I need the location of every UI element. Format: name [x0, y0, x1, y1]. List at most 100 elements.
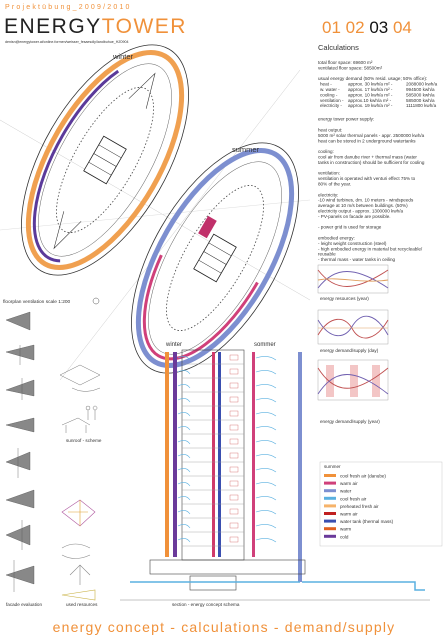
- legend-title: summer: [324, 464, 341, 469]
- calc-line: ventilated floor space: 58500m²: [318, 65, 383, 70]
- legend-label: water: [340, 489, 352, 494]
- facade-sketches: [5, 311, 35, 592]
- air-band: [25, 50, 185, 270]
- airflow-arrow: [255, 384, 277, 389]
- title: ENERGYTOWER: [4, 15, 187, 38]
- inner-ring: [166, 185, 264, 331]
- floorplan: winter summer floorplan ventilation scal…: [0, 44, 311, 381]
- sketch: [61, 499, 96, 527]
- airflow-arrow: [177, 454, 191, 459]
- air-shaft: [298, 352, 302, 582]
- airflow-arrow: [255, 468, 277, 473]
- chart-frame: [317, 359, 389, 401]
- figure: [87, 405, 98, 420]
- airflow-arrow: [177, 398, 191, 403]
- airflow-arrow: [255, 524, 277, 529]
- calc-line: -10 wind turbines, dm. 10 meters - winds…: [318, 198, 414, 203]
- calc-line: electricity output - approx. 1300000 kwh…: [318, 209, 403, 214]
- calc-line: cool air from danube river + thermal mas…: [318, 155, 417, 160]
- air-vent: [229, 396, 239, 403]
- sketch: [5, 520, 31, 550]
- calc-line: - leight weight construction (steel): [318, 241, 387, 246]
- legend-label: warm: [340, 527, 351, 532]
- air-vent: [229, 480, 239, 487]
- calc-line: - PV-panels on facade are possible.: [318, 214, 391, 219]
- air-vent: [229, 522, 239, 529]
- demand-cell: 994500 kwh/a: [406, 87, 435, 92]
- air-shaft: [165, 352, 169, 557]
- calc-line: ventilation is operated with venturi eff…: [318, 176, 416, 181]
- air-vent: [229, 424, 239, 431]
- air-shaft: [212, 352, 215, 557]
- legend-label: cool fresh air (danube): [340, 474, 386, 479]
- course: Projektübung_2009/2010: [5, 4, 132, 11]
- calc-line: 5000 m² solar thermal panels - appr. 250…: [318, 133, 425, 138]
- resources-sketch: [61, 499, 96, 601]
- airflow-arrow: [177, 482, 191, 487]
- section-caption: section - energy concept schema: [172, 602, 240, 607]
- airflow-arrow: [177, 384, 191, 389]
- calc-heading: cooling:: [318, 149, 334, 154]
- mini-charts: energy resources (year) energy demand/su…: [317, 264, 389, 424]
- air-vent: [229, 508, 239, 515]
- airflow-arrow: [255, 370, 277, 375]
- sunroof-sketch: [59, 364, 101, 433]
- air-shaft: [173, 352, 177, 557]
- calc-title: Calculations: [318, 43, 359, 52]
- curve: [317, 271, 389, 289]
- demand-cell: 1111800 kwh/a: [406, 103, 437, 108]
- demand-cell: approx. 17 kwh/a m² -: [348, 87, 393, 92]
- legend-swatch: [324, 512, 336, 515]
- curve: [317, 315, 389, 337]
- legend-swatch: [324, 481, 336, 485]
- curve: [317, 374, 389, 395]
- airflow-arrow: [177, 468, 191, 473]
- sketch-caption: used resources: [66, 602, 98, 607]
- air-vent: [229, 438, 239, 445]
- airflow-arrow: [255, 398, 277, 403]
- calc-line: energy tower power supply:: [318, 117, 374, 122]
- air-band: [142, 155, 288, 361]
- sketch: [5, 560, 35, 592]
- sketch: [61, 543, 91, 559]
- air-vent: [229, 494, 239, 501]
- legend-label: warm air: [340, 481, 358, 486]
- airflow-arrow: [177, 510, 191, 515]
- turbine: [69, 564, 91, 585]
- air-vent: [229, 382, 239, 389]
- section-label: sommer: [254, 342, 276, 348]
- chart-frame: [317, 264, 389, 294]
- section-label: winter: [165, 342, 182, 348]
- calc-line: reusable: [318, 252, 336, 257]
- page-number: 01: [322, 18, 341, 37]
- north-sign: [92, 297, 100, 305]
- airflow-arrow: [177, 370, 191, 375]
- airflow-arrow: [255, 356, 277, 361]
- plan-label: summer: [232, 145, 260, 154]
- mini-chart: [317, 359, 389, 401]
- airflow-arrow: [177, 538, 191, 543]
- legend-swatch: [324, 474, 336, 477]
- sketch: [5, 311, 31, 331]
- sketch: [61, 417, 91, 433]
- chart-frame: [317, 309, 389, 345]
- sketch-caption: facade evaluation: [6, 602, 42, 607]
- demand-cell: cooling -: [320, 92, 338, 97]
- air-band: [135, 148, 295, 368]
- winter-tower: [21, 44, 189, 276]
- calc-line: usual energy demand (50% resid. usage; 5…: [318, 76, 427, 81]
- sketch-caption: sunroof - scheme: [66, 438, 102, 443]
- page-number: 04: [393, 18, 412, 37]
- airflow-arrow: [177, 440, 191, 445]
- legend-swatch: [324, 527, 336, 531]
- airflow-arrow: [255, 412, 277, 417]
- sun-line: [0, 119, 311, 301]
- core: [198, 242, 232, 274]
- chart-caption: energy demand/supply (year): [320, 419, 380, 424]
- demand-cell: w. water -: [320, 87, 340, 92]
- legend-label: water tank (thermal mass): [340, 519, 394, 524]
- airflow-arrow: [177, 496, 191, 501]
- demand-cell: 585000 kwh/a: [406, 92, 435, 97]
- footer: energy concept - calculations - demand/s…: [53, 619, 396, 635]
